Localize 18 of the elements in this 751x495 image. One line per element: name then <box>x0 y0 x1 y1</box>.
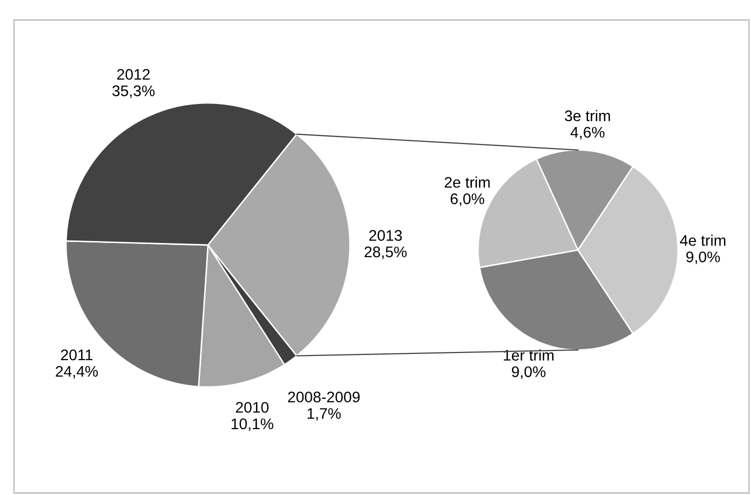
slice-label: 1er trim <box>504 349 554 361</box>
data-label: 1,7% <box>308 408 341 421</box>
data-label: 4,6% <box>570 126 604 140</box>
slice-label: 3e trim <box>564 110 610 122</box>
data-label: 10,1% <box>232 418 274 432</box>
slice-label: 2008-2009 <box>288 392 360 402</box>
slice-label: 4e trim <box>680 234 726 246</box>
slice-label: 2011 <box>61 350 92 360</box>
data-label: 35,3% <box>112 85 155 98</box>
data-label: 9,0% <box>686 252 720 264</box>
slice-label: 2013 <box>369 230 402 241</box>
data-label: 24,4% <box>56 366 98 379</box>
data-label: 9,0% <box>512 366 546 379</box>
data-label: 6,0% <box>450 193 484 206</box>
slice-label: 2e trim <box>444 176 490 188</box>
data-label: 28,5% <box>364 246 407 260</box>
slice-label: 2012 <box>117 68 150 80</box>
slice-label: 2010 <box>236 402 269 413</box>
